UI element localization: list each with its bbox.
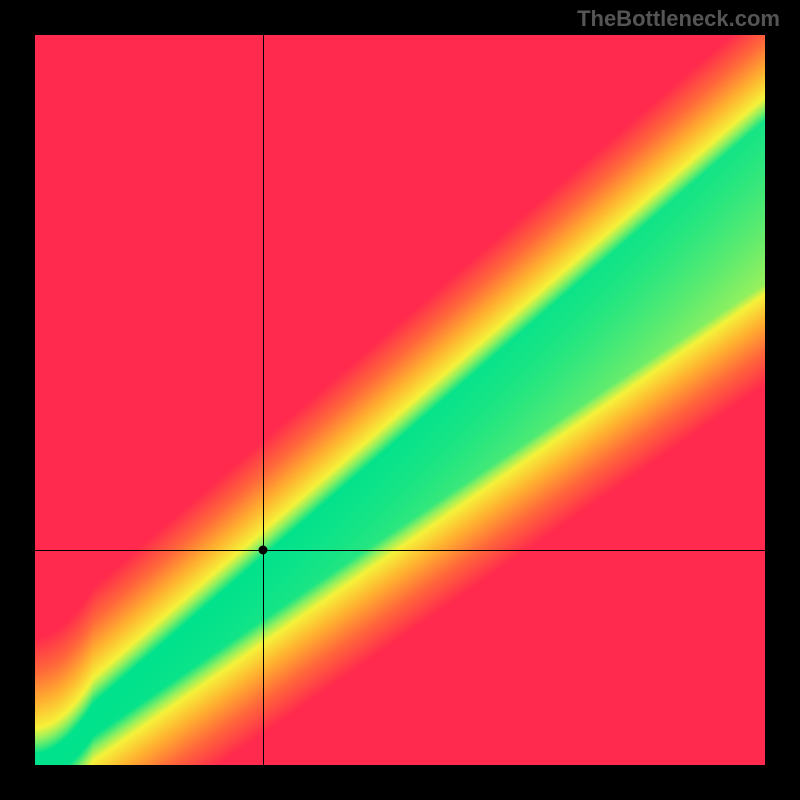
crosshair-horizontal <box>35 550 765 551</box>
watermark-text: TheBottleneck.com <box>577 6 780 32</box>
plot-area <box>35 35 765 765</box>
bottleneck-heatmap <box>35 35 765 765</box>
selection-marker-dot <box>258 545 267 554</box>
crosshair-vertical <box>263 35 264 765</box>
